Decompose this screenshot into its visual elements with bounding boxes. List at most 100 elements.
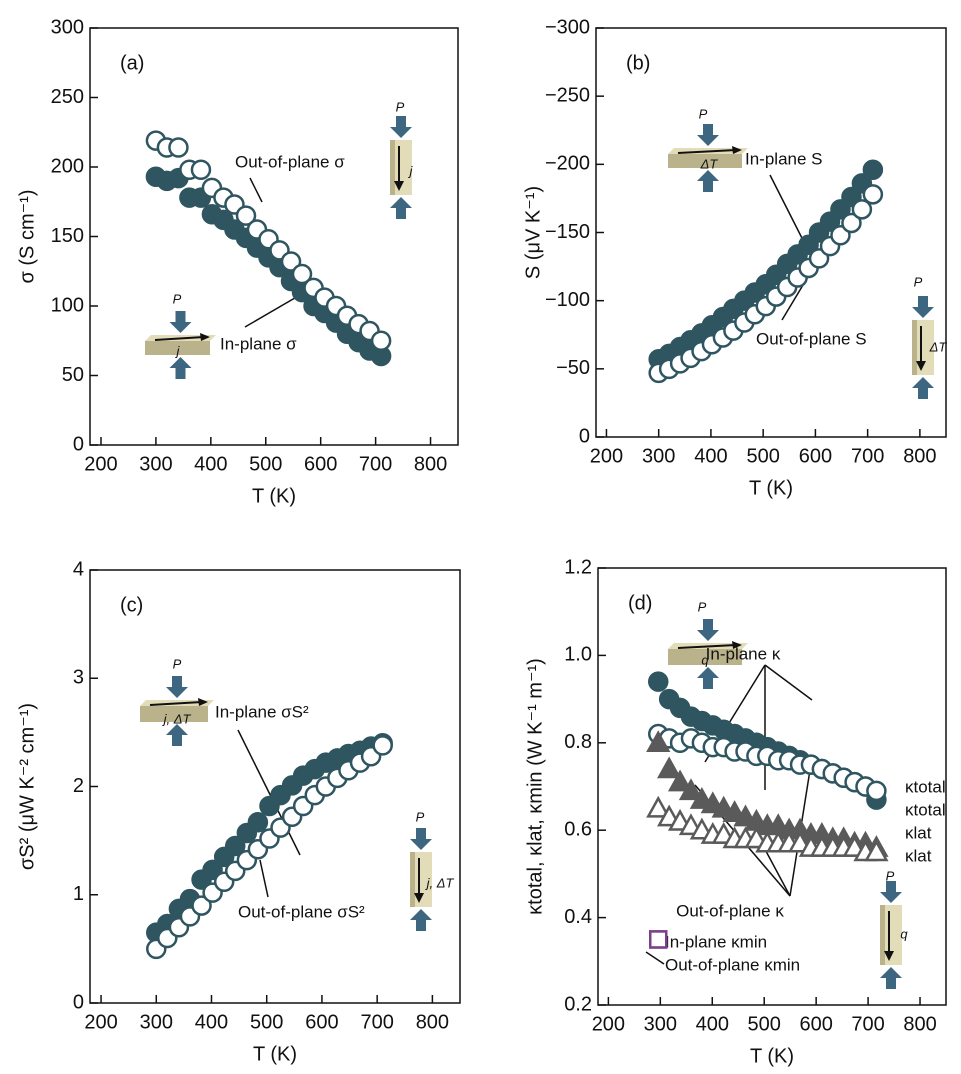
y-tick-label: −300 [545, 16, 590, 38]
y-axis-label: S (μV K⁻¹) [522, 186, 544, 279]
force-arrow [880, 881, 902, 903]
annotation: P [698, 599, 707, 614]
flow-head [732, 146, 742, 154]
x-tick-label: 600 [799, 445, 832, 467]
force-arrow [697, 619, 719, 641]
annotation: P [886, 868, 895, 883]
x-tick-label: 500 [748, 1013, 781, 1035]
panel-label: (c) [120, 594, 143, 616]
sample-side [668, 154, 742, 168]
sample-side [140, 706, 208, 722]
force-arrow [697, 667, 719, 689]
y-tick-label: 300 [51, 16, 84, 38]
annotation: P [173, 656, 182, 671]
y-tick-label: 0 [73, 433, 84, 455]
y-tick-label: 0.4 [564, 906, 592, 928]
data-point [657, 756, 682, 779]
sample-side [145, 341, 210, 355]
data-point [168, 137, 189, 158]
leader-line [244, 294, 301, 328]
y-tick-label: 0.8 [564, 731, 592, 753]
y-tick-label: 1.2 [564, 556, 592, 578]
annotation: P [416, 809, 425, 824]
flow-head [884, 951, 894, 961]
annotation: ΔT [700, 156, 719, 171]
data-point [646, 795, 671, 818]
y-tick-label: 0.2 [564, 993, 592, 1015]
x-axis-label: T (K) [750, 1045, 794, 1067]
data-point [247, 811, 269, 833]
y-tick-label: 0 [579, 425, 590, 447]
annotation: P [173, 291, 182, 306]
annotation: j, ΔT [162, 711, 192, 726]
sample-side [668, 649, 742, 665]
y-tick-label: −200 [545, 153, 590, 175]
x-tick-label: 300 [642, 445, 675, 467]
force-arrow [166, 724, 188, 746]
flow-arrow [677, 644, 737, 649]
flow-arrow [154, 336, 205, 341]
force-arrow [697, 170, 719, 192]
force-arrow [880, 967, 902, 989]
annotation: j [175, 343, 181, 358]
force-arrow [390, 197, 412, 219]
x-tick-label: 500 [250, 1011, 283, 1033]
x-tick-label: 800 [414, 453, 447, 475]
force-arrow [390, 116, 412, 138]
x-tick-label: 700 [851, 445, 884, 467]
data-point [678, 778, 704, 801]
annotation: j, ΔT [425, 875, 455, 890]
y-tick-label: −150 [545, 221, 590, 243]
y-tick-label: 1.0 [564, 644, 592, 666]
data-point [851, 199, 873, 220]
series-label: In-plane σS² [215, 702, 309, 721]
y-tick-label: 4 [73, 558, 84, 580]
x-tick-label: 700 [360, 1011, 393, 1033]
data-point [280, 251, 302, 272]
force-arrow [410, 909, 432, 931]
series-label: κlat [905, 846, 932, 865]
x-tick-label: 400 [194, 453, 227, 475]
annotation: In-plane κ [706, 644, 781, 663]
data-point [646, 730, 671, 753]
annotation: Out-of-plane κ [676, 901, 784, 920]
data-point [667, 769, 693, 792]
x-axis-label: T (K) [253, 1043, 297, 1065]
series-label: κtotal [905, 777, 946, 796]
leader-line [237, 729, 301, 856]
series-label: κlat [905, 823, 932, 842]
x-tick-label: 500 [746, 445, 779, 467]
y-tick-label: 200 [51, 155, 84, 177]
y-tick-label: 0.6 [564, 818, 592, 840]
x-tick-label: 400 [195, 1011, 228, 1033]
leader-line [764, 664, 813, 701]
x-tick-label: 200 [84, 453, 117, 475]
x-tick-label: 600 [304, 453, 337, 475]
x-tick-label: 500 [249, 453, 282, 475]
data-point [862, 184, 884, 205]
series-label: Out-of-plane σS² [238, 902, 365, 921]
annotation: P [699, 106, 708, 121]
x-tick-label: 400 [696, 1013, 729, 1035]
data-point [291, 263, 313, 285]
flow-head [414, 893, 424, 903]
leader-line [259, 859, 269, 898]
data-point [648, 671, 669, 692]
series-label: In-plane σ [220, 334, 297, 353]
data-point [866, 780, 887, 802]
panel-label: (b) [626, 52, 650, 74]
y-axis-label: σ (S cm⁻¹) [16, 190, 38, 284]
y-tick-label: 150 [51, 225, 84, 247]
x-axis-label: T (K) [749, 477, 793, 499]
y-tick-label: 1 [73, 883, 84, 905]
annotation: ΔT [929, 339, 948, 354]
x-tick-label: 700 [851, 1013, 884, 1035]
x-tick-label: 800 [903, 445, 936, 467]
data-point [862, 159, 884, 181]
y-tick-label: 3 [73, 667, 84, 689]
flow-arrow [149, 701, 203, 706]
flow-head [732, 641, 742, 649]
series-label: In-plane S [745, 149, 823, 168]
flow-head [916, 361, 926, 371]
